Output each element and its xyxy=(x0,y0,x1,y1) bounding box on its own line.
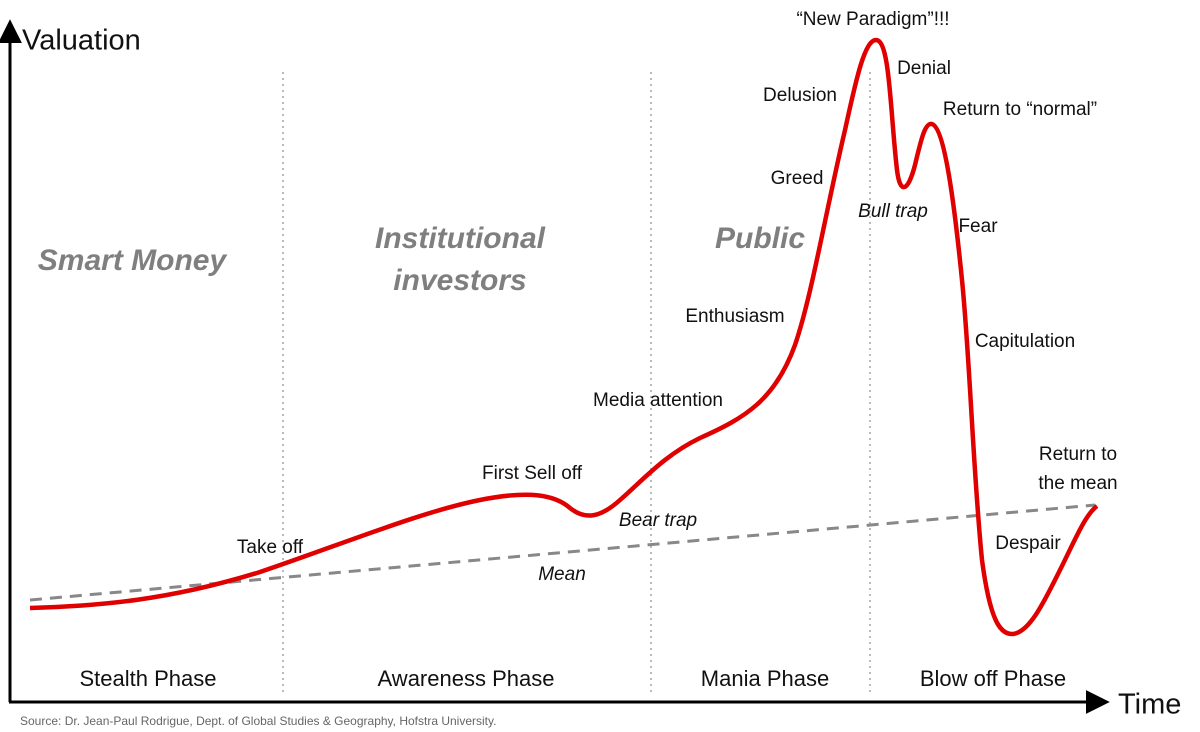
valuation-curve xyxy=(29,37,1099,637)
annotation: Bull trap xyxy=(858,201,928,222)
phase-label: Awareness Phase xyxy=(378,666,555,691)
annotation: the mean xyxy=(1038,473,1117,494)
group-label: Institutional xyxy=(375,222,546,255)
annotation: Return to xyxy=(1039,444,1117,465)
annotation: Fear xyxy=(958,216,998,237)
annotation: Take off xyxy=(237,537,304,558)
phase-dividers xyxy=(282,72,871,695)
annotation: Despair xyxy=(995,533,1061,554)
group-label: Public xyxy=(715,222,805,255)
x-axis-title: Time xyxy=(1118,689,1181,721)
phase-label: Blow off Phase xyxy=(920,666,1066,691)
annotation: Greed xyxy=(771,168,824,189)
annotation: “New Paradigm”!!! xyxy=(796,9,949,30)
group-label: Smart Money xyxy=(38,244,228,277)
mean-line xyxy=(29,503,1096,602)
annotation: First Sell off xyxy=(482,463,583,484)
group-label: investors xyxy=(393,264,526,297)
annotation: Return to “normal” xyxy=(943,99,1097,120)
annotation: Bear trap xyxy=(619,510,697,531)
source-note: Source: Dr. Jean-Paul Rodrigue, Dept. of… xyxy=(20,714,496,728)
annotation: Capitulation xyxy=(975,331,1075,352)
annotation: Media attention xyxy=(593,390,723,411)
annotation: Delusion xyxy=(763,85,837,106)
annotation: Denial xyxy=(897,58,951,79)
annotation: Enthusiasm xyxy=(685,306,784,327)
annotation: Mean xyxy=(538,564,586,585)
phase-label: Stealth Phase xyxy=(80,666,217,691)
phase-label: Mania Phase xyxy=(701,666,829,691)
y-axis-title: Valuation xyxy=(22,25,141,57)
